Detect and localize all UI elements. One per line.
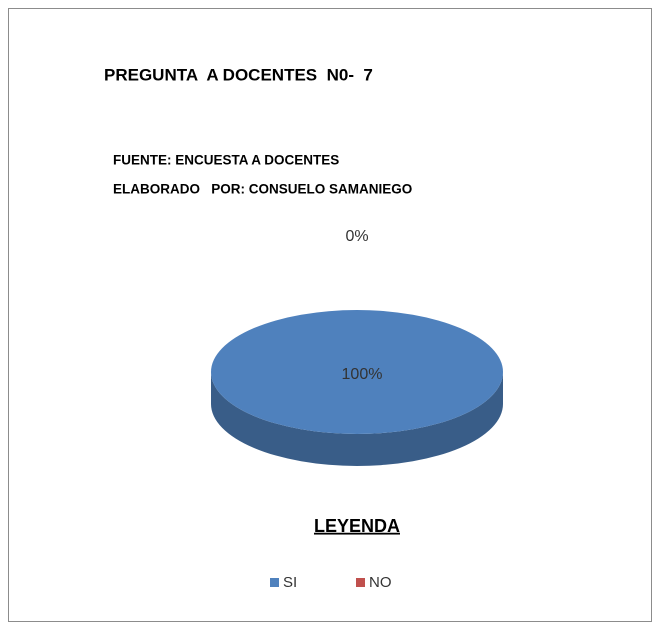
legend-swatch bbox=[270, 578, 279, 587]
subtitle: ELABORADO POR: CONSUELO SAMANIEGO bbox=[113, 182, 412, 197]
legend-label: NO bbox=[369, 574, 392, 591]
chart-title: PREGUNTA A DOCENTES N0- 7 bbox=[104, 65, 373, 84]
legend-label: SI bbox=[283, 574, 297, 591]
legend-swatch bbox=[356, 578, 365, 587]
legend-title: LEYENDA bbox=[314, 516, 400, 536]
subtitle: FUENTE: ENCUESTA A DOCENTES bbox=[113, 153, 339, 168]
data-label: 0% bbox=[345, 228, 368, 245]
data-label: 100% bbox=[342, 366, 383, 383]
pie-side bbox=[211, 372, 503, 466]
pie-slice bbox=[211, 310, 503, 434]
